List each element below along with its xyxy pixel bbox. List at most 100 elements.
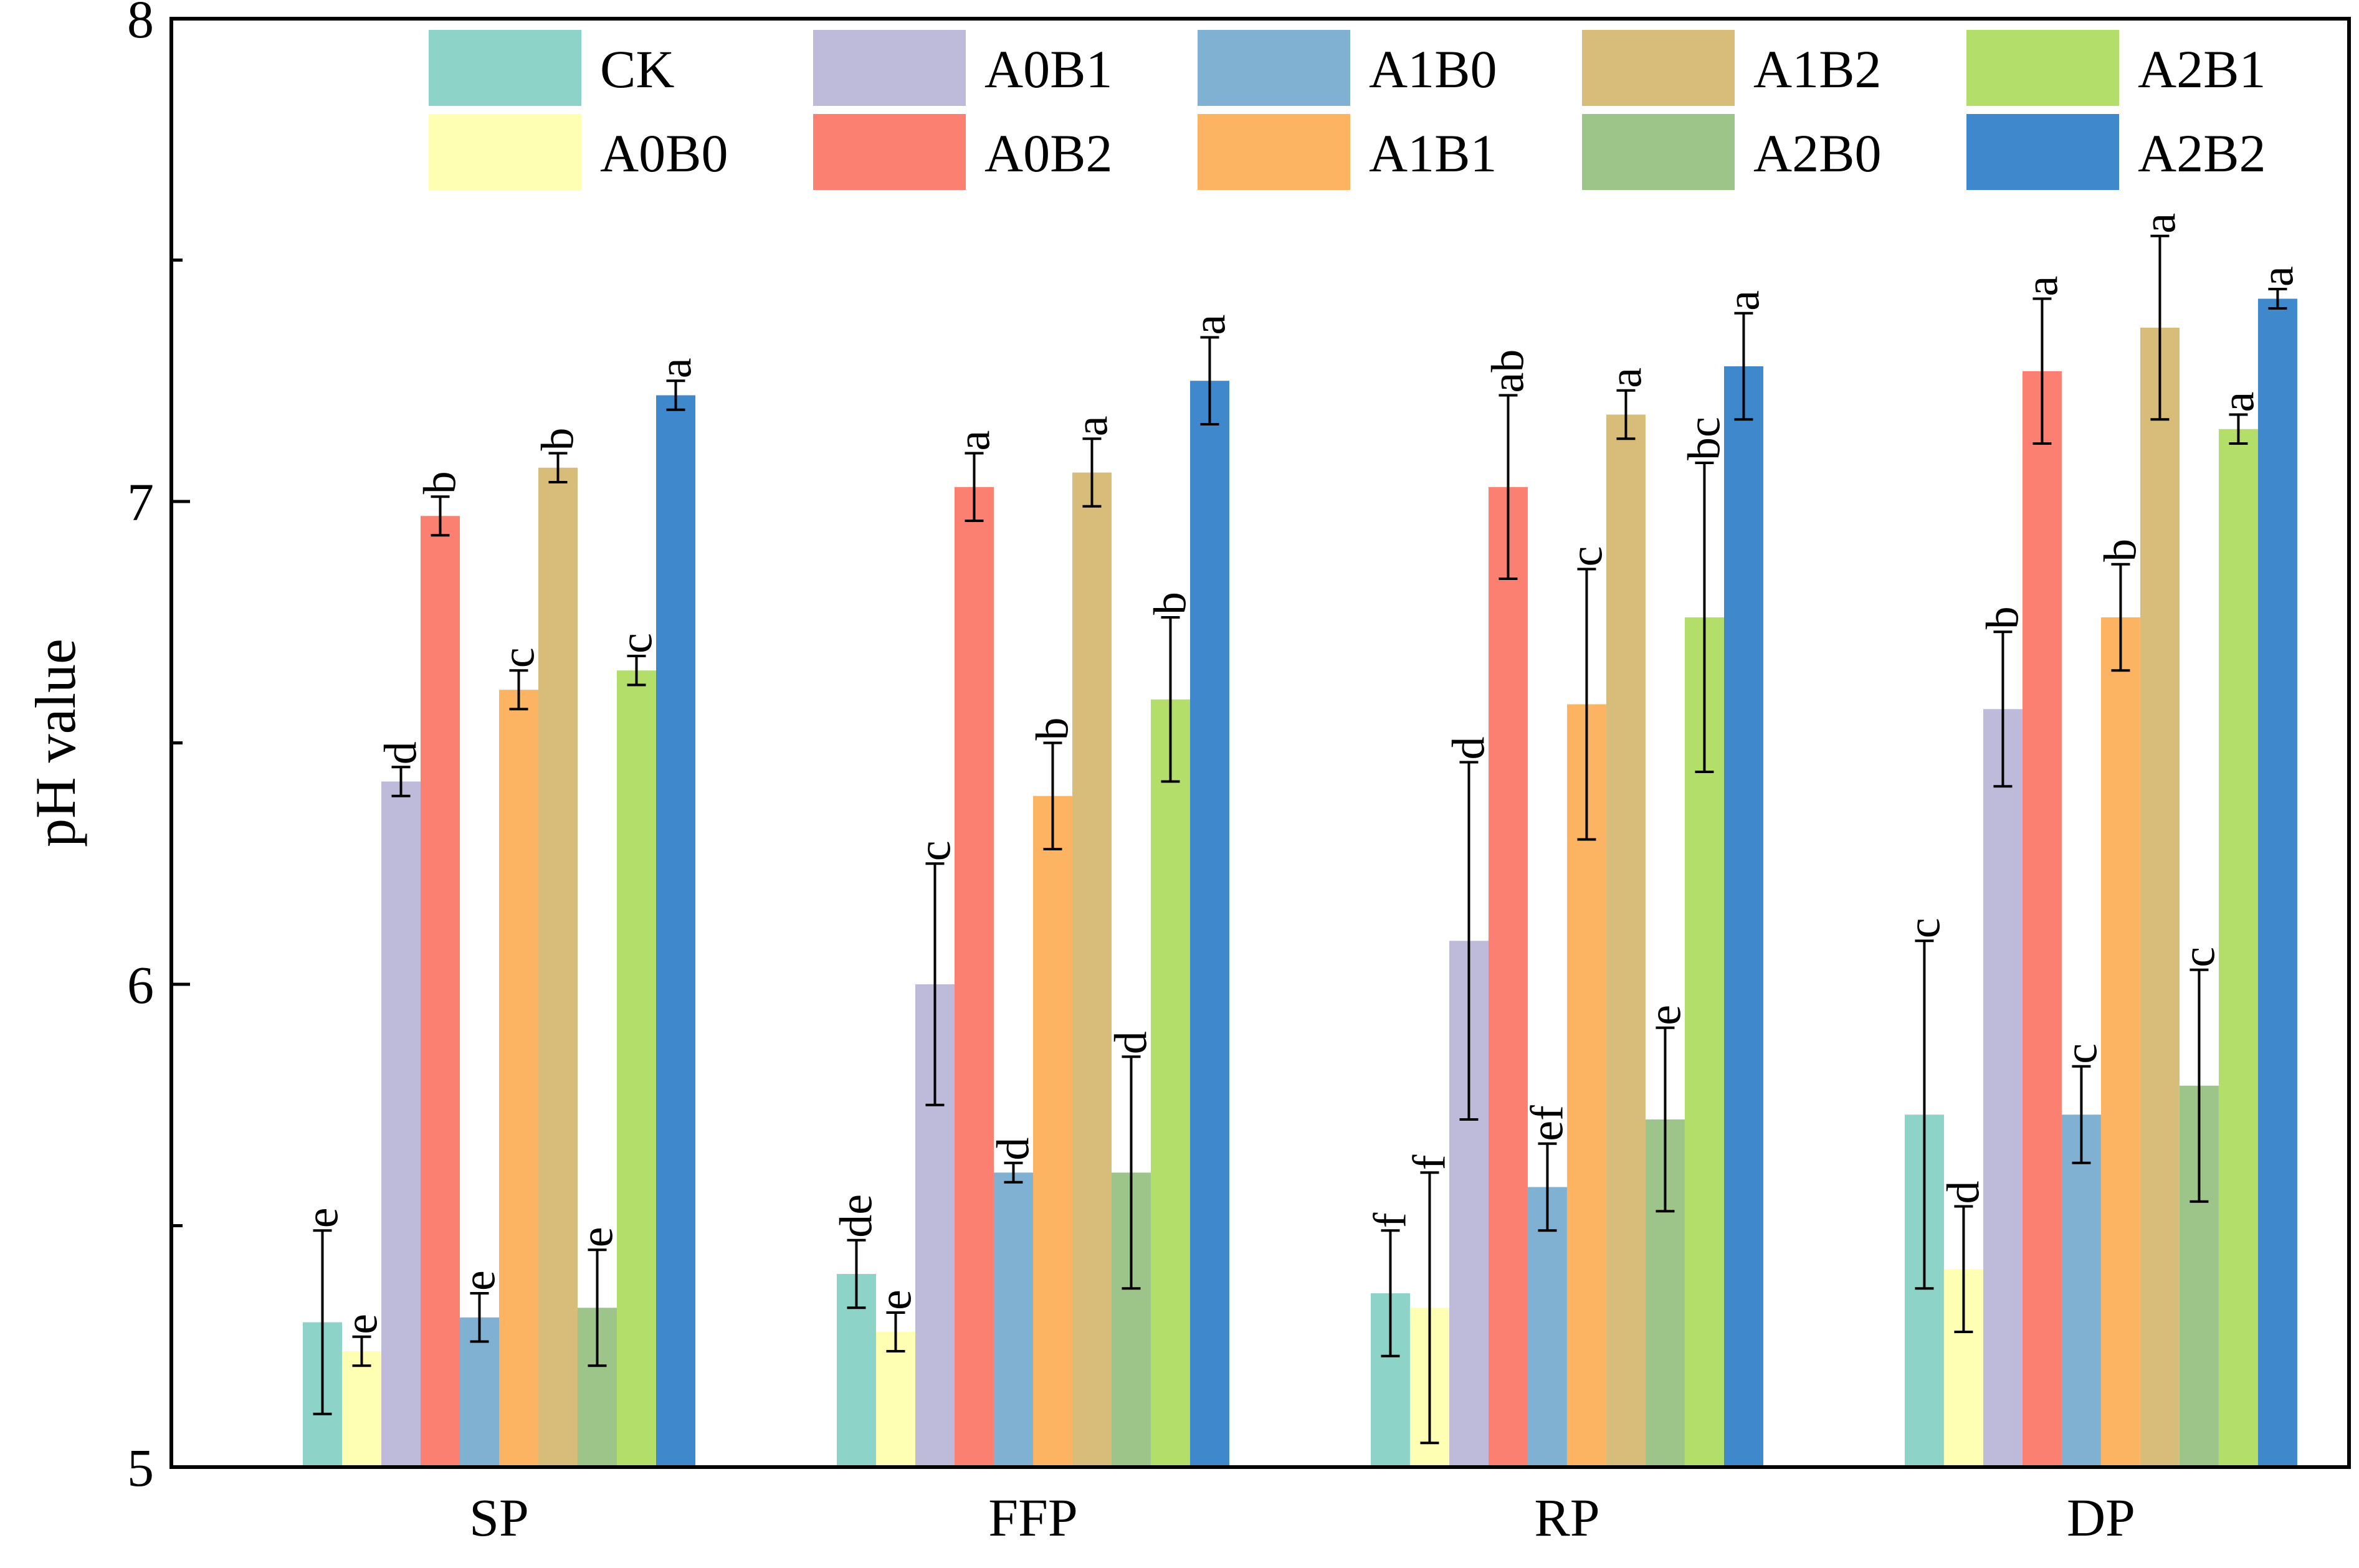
- significance-label-ffp-a0b2: a: [948, 430, 999, 451]
- bar-dp-a0b1: [1983, 709, 2023, 1467]
- significance-label-ffp-a1b0: d: [988, 1138, 1039, 1161]
- significance-label-sp-a0b0: e: [336, 1314, 387, 1334]
- error-bars-layer: [313, 234, 2287, 1445]
- significance-label-sp-a2b2: a: [650, 358, 701, 378]
- significance-label-ffp-a0b1: c: [909, 840, 960, 861]
- bar-dp-a2b1: [2218, 429, 2258, 1467]
- significance-label-ffp-a0b0: e: [870, 1290, 921, 1310]
- y-tick-label: 6: [127, 955, 154, 1015]
- significance-label-sp-a2b0: e: [571, 1227, 622, 1247]
- legend-label-a1b2: A1B2: [1753, 39, 1881, 99]
- legend-label-a1b1: A1B1: [1369, 123, 1497, 183]
- significance-label-dp-a2b0: c: [2173, 947, 2224, 967]
- bar-rp-a1b0: [1527, 1187, 1567, 1467]
- legend-label-a0b0: A0B0: [600, 123, 728, 183]
- bar-rp-a1b2: [1606, 414, 1646, 1467]
- bar-ffp-a0b0: [875, 1332, 915, 1467]
- significance-label-rp-a2b1: bc: [1679, 417, 1730, 460]
- legend-label-a1b0: A1B0: [1369, 39, 1497, 99]
- significance-label-rp-a0b2: ab: [1482, 349, 1533, 393]
- bar-sp-a2b1: [616, 670, 656, 1467]
- significance-label-ffp-a2b2: a: [1184, 315, 1235, 335]
- bar-dp-a1b2: [2140, 328, 2180, 1467]
- legend-swatch-a2b2: [1966, 114, 2119, 190]
- legend-swatch-a1b2: [1582, 30, 1735, 106]
- bar-ffp-a1b0: [993, 1172, 1033, 1467]
- significance-label-sp-a1b2: b: [532, 428, 583, 451]
- bar-sp-a0b1: [381, 781, 421, 1467]
- bar-sp-a0b2: [420, 516, 460, 1467]
- significance-label-sp-a1b0: e: [454, 1270, 505, 1291]
- legend-label-a2b0: A2B0: [1753, 123, 1881, 183]
- bar-rp-a2b2: [1723, 366, 1763, 1467]
- significance-label-dp-a1b1: b: [2095, 539, 2146, 562]
- bar-ffp-a0b2: [954, 487, 994, 1467]
- significance-label-ffp-a1b1: b: [1027, 718, 1078, 741]
- legend-label-ck: CK: [600, 39, 674, 99]
- significance-label-rp-a0b0: f: [1404, 1154, 1455, 1170]
- legend-swatch-a0b0: [429, 114, 581, 190]
- y-tick-label: 7: [127, 472, 154, 532]
- bar-sp-a1b2: [538, 467, 578, 1467]
- x-tick-label-dp: DP: [2067, 1488, 2135, 1547]
- bar-sp-a1b1: [498, 690, 538, 1467]
- y-axis-label: pH value: [24, 639, 87, 847]
- significance-label-dp-ck: c: [1899, 918, 1950, 938]
- bar-ffp-a1b2: [1072, 472, 1112, 1467]
- bar-dp-a1b1: [2100, 617, 2140, 1467]
- significance-label-dp-a0b2: a: [2016, 276, 2067, 297]
- significance-label-dp-a1b2: a: [2134, 213, 2185, 234]
- legend-label-a0b2: A0B2: [984, 123, 1112, 183]
- significance-label-sp-a2b1: c: [611, 633, 662, 653]
- legend-swatch-a0b1: [813, 30, 966, 106]
- significance-label-dp-a2b1: a: [2213, 392, 2264, 412]
- significance-label-ffp-ck: de: [831, 1194, 882, 1238]
- x-tick-label-sp: SP: [469, 1488, 529, 1547]
- significance-label-rp-a2b2: a: [1718, 290, 1769, 311]
- significance-label-ffp-a1b2: a: [1066, 416, 1117, 436]
- bar-sp-a0b0: [341, 1351, 381, 1467]
- significance-label-rp-a1b1: c: [1561, 546, 1612, 567]
- bars-layer: [302, 298, 2297, 1467]
- significance-label-rp-a1b0: ef: [1522, 1105, 1573, 1141]
- significance-label-rp-a1b2: a: [1600, 368, 1651, 388]
- significance-label-dp-a0b1: b: [1977, 606, 2028, 629]
- x-tick-label-ffp: FFP: [988, 1488, 1078, 1547]
- y-tick-label: 5: [127, 1438, 154, 1498]
- bar-dp-a0b2: [2022, 371, 2062, 1467]
- bar-ffp-a1b1: [1032, 796, 1072, 1467]
- legend: CK A0B0 A0B1 A0B2 A1B0 A1B1 A1B2 A2B0 A2B1 A2B2: [429, 30, 2266, 190]
- significance-label-dp-a0b0: d: [1938, 1181, 1989, 1204]
- bar-rp-a0b2: [1488, 487, 1528, 1467]
- bar-sp-a2b2: [655, 395, 695, 1467]
- legend-label-a2b1: A2B1: [2138, 39, 2266, 99]
- bar-ffp-a2b2: [1189, 381, 1229, 1467]
- axes-layer: 5 6 7 8 SP FFP RP DP pH value: [24, 0, 2351, 1547]
- legend-swatch-a2b0: [1582, 114, 1735, 190]
- bar-ffp-a2b1: [1150, 699, 1190, 1467]
- significance-label-rp-a0b1: d: [1443, 737, 1494, 760]
- legend-swatch-a1b0: [1198, 30, 1350, 106]
- legend-swatch-ck: [429, 30, 581, 106]
- legend-swatch-a2b1: [1966, 30, 2119, 106]
- x-tick-label-rp: RP: [1534, 1488, 1599, 1547]
- bar-dp-a2b2: [2257, 298, 2297, 1467]
- legend-label-a2b2: A2B2: [2138, 123, 2266, 183]
- significance-label-sp-a0b2: b: [414, 471, 465, 494]
- legend-swatch-a1b1: [1198, 114, 1350, 190]
- significance-label-rp-a2b0: e: [1639, 1005, 1690, 1025]
- significance-label-dp-a1b0: c: [2056, 1043, 2107, 1064]
- bar-dp-a1b0: [2061, 1114, 2101, 1467]
- significance-label-rp-ck: f: [1365, 1212, 1416, 1228]
- y-tick-label: 8: [127, 0, 154, 49]
- significance-label-dp-a2b2: a: [2252, 266, 2303, 287]
- legend-swatch-a0b2: [813, 114, 966, 190]
- legend-label-a0b1: A0B1: [984, 39, 1112, 99]
- significance-label-ffp-a2b0: d: [1105, 1031, 1156, 1054]
- significance-label-sp-a1b1: c: [493, 647, 544, 668]
- significance-label-sp-a0b1: d: [375, 741, 426, 764]
- significance-label-ffp-a2b1: b: [1145, 592, 1196, 615]
- significance-label-sp-ck: e: [297, 1207, 348, 1228]
